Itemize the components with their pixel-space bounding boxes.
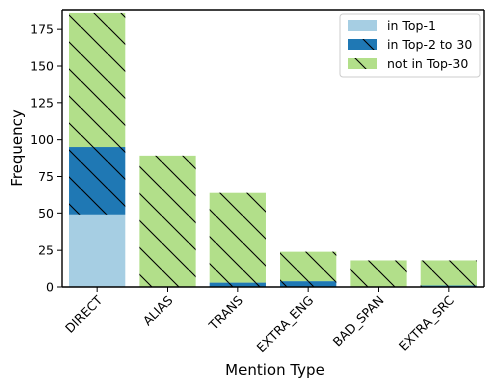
y-tick-label: 175 [30, 22, 54, 37]
x-axis-title: Mention Type [225, 361, 325, 378]
y-axis-ticks: 0 25 50 75 100 125 150 175 [30, 22, 62, 295]
legend-swatch-1 [348, 20, 377, 31]
legend-label-1: in Top-1 [387, 18, 436, 33]
y-tick-label: 50 [38, 206, 54, 221]
x-tick-label: BAD_SPAN [330, 293, 387, 350]
bar-hatch-trans-series-2 [209, 282, 266, 287]
bar-direct-series-1 [69, 214, 126, 287]
bar-hatch-bad-span-series-3 [350, 260, 407, 287]
legend-swatch-hatch-2 [348, 39, 377, 50]
legend-label-2: in Top-2 to 30 [387, 37, 472, 52]
y-tick-label: 75 [38, 169, 54, 184]
bar-hatch-extra-eng-series-2 [280, 281, 337, 287]
bar-hatch-extra-eng-series-3 [280, 251, 337, 282]
x-axis-ticks: DIRECT ALIAS TRANS EXTRA_ENG BAD_SPAN EXTRA_S… [62, 287, 457, 355]
axes-frame [61, 9, 485, 288]
bars-group [69, 12, 477, 287]
legend: in Top-1 in Top-2 to 30 not in Top-30 [339, 13, 481, 78]
legend-label-3: not in Top-30 [387, 56, 468, 71]
bar-hatch-trans-series-3 [209, 192, 266, 283]
x-tick-label: DIRECT [62, 292, 106, 336]
y-axis-title: Frequency [8, 109, 26, 187]
x-tick-label: EXTRA_ENG [253, 293, 316, 356]
y-tick-label: 0 [46, 280, 54, 295]
bar-hatch-extra-src-series-2 [420, 285, 477, 287]
y-tick-label: 100 [30, 132, 54, 147]
y-tick-label: 125 [30, 95, 54, 110]
y-tick-label: 150 [30, 58, 54, 73]
bar-hatch-direct-series-2 [69, 147, 126, 215]
x-tick-label: ALIAS [140, 292, 176, 328]
bar-hatch-direct-series-3 [69, 12, 126, 148]
legend-swatch-hatch-3 [348, 58, 377, 69]
bar-hatch-extra-src-series-3 [420, 260, 477, 286]
x-tick-label: EXTRA_SRC [396, 292, 457, 353]
bar-hatch-alias-series-3 [139, 155, 196, 287]
y-tick-label: 25 [38, 243, 54, 258]
x-tick-label: TRANS [205, 292, 246, 333]
